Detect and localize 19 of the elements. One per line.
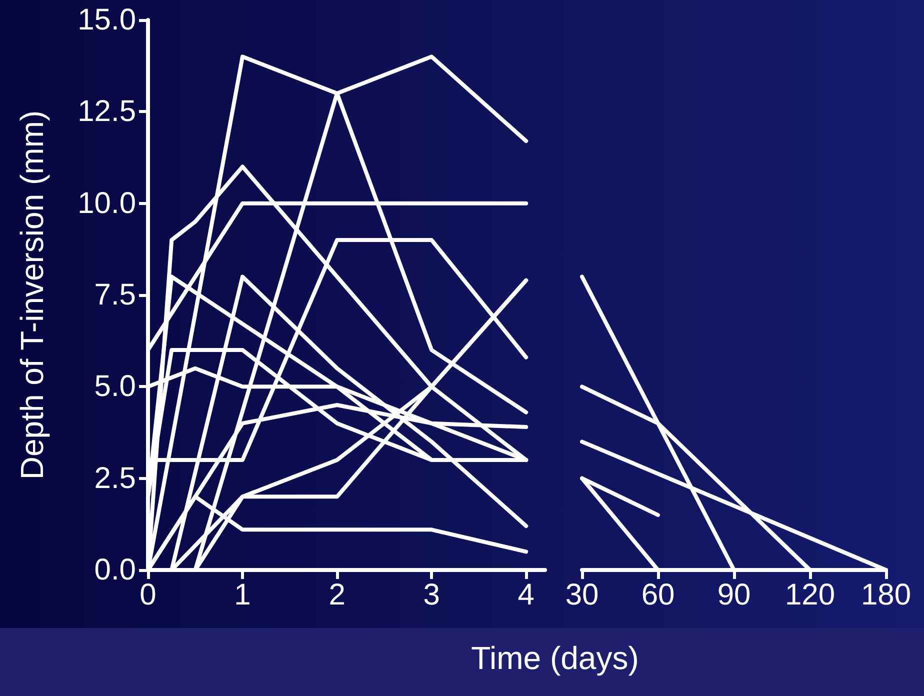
x-tick-label: 120	[784, 578, 836, 612]
x-tick-label: 1	[234, 578, 251, 612]
x-tick-label: 90	[717, 578, 751, 612]
y-tick-label: 0.0	[94, 554, 136, 586]
y-tick-label: 12.5	[78, 95, 136, 128]
x-tick-label: 4	[518, 578, 534, 612]
y-tick-label: 2.5	[94, 462, 136, 495]
y-tick-label: 5.0	[94, 370, 136, 404]
x-tick-label: 180	[860, 578, 912, 612]
y-tick-label: 7.5	[94, 278, 136, 312]
y-tick-label: 15.0	[78, 4, 136, 36]
x-tick-label: 2	[328, 578, 346, 612]
x-tick-label: 60	[641, 578, 675, 612]
y-axis-title: Depth of T-inversion (mm)	[14, 110, 50, 480]
x-tick-label: 0	[140, 578, 156, 612]
x-axis-title: Time (days)	[470, 640, 640, 677]
y-tick-label: 10.0	[78, 186, 136, 220]
x-tick-label: 3	[423, 578, 440, 612]
x-tick-label: 30	[565, 578, 599, 612]
